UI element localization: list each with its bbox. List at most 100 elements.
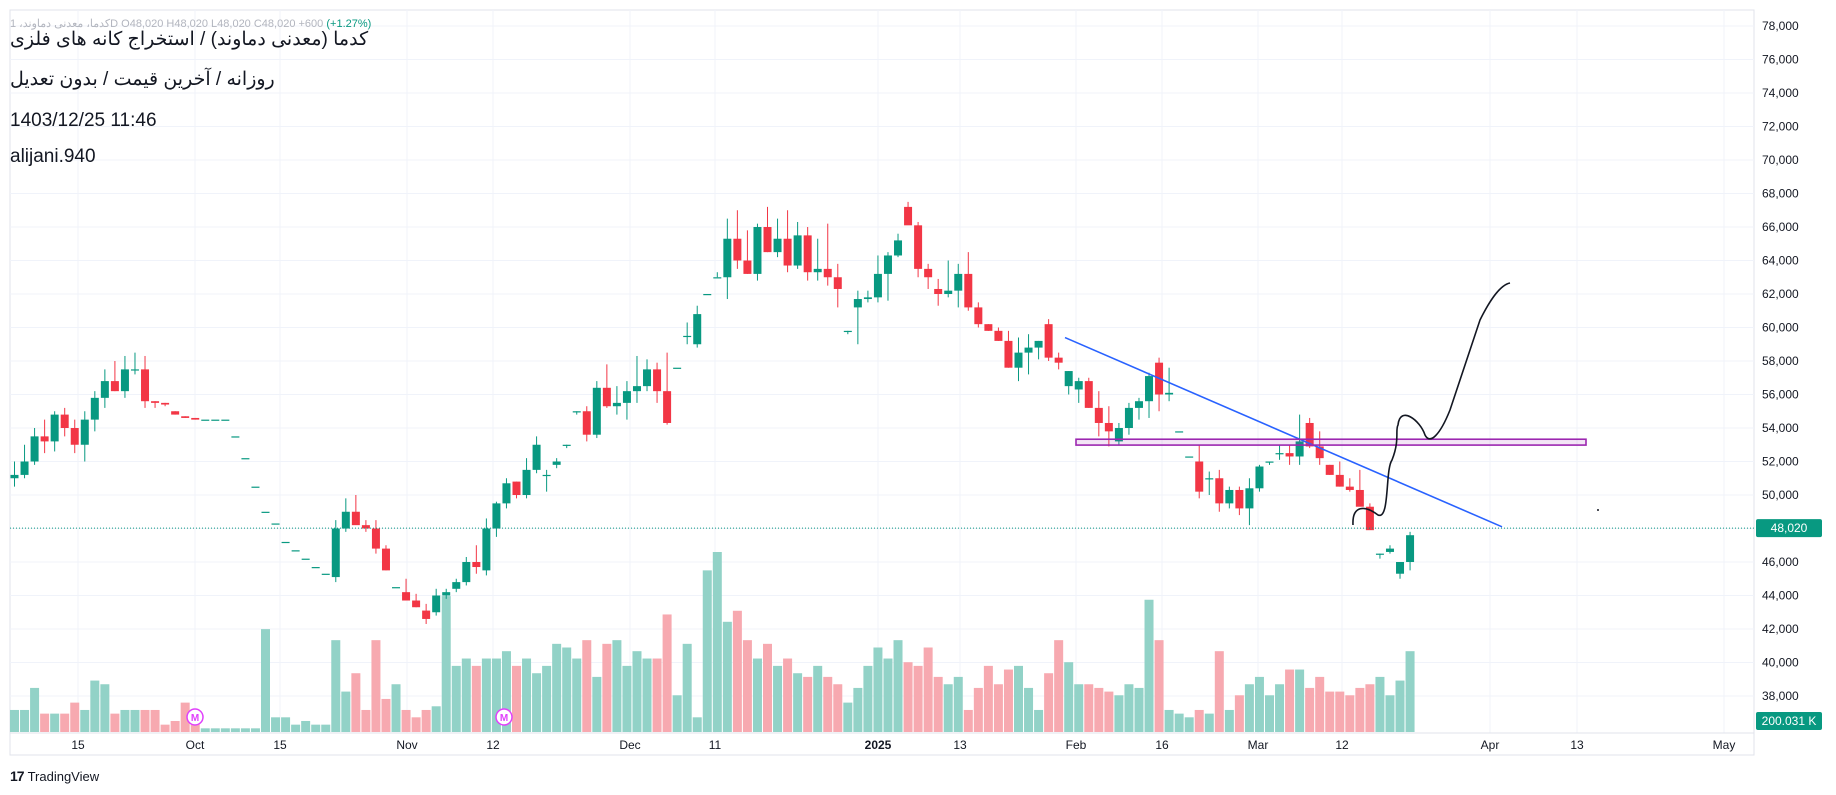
volume-bar <box>973 687 983 732</box>
candle-body <box>1275 453 1284 455</box>
volume-bar <box>1104 691 1114 732</box>
volume-bar <box>562 647 572 732</box>
volume-bar <box>572 658 582 732</box>
volume-bar <box>903 662 913 732</box>
volume-bar <box>763 643 772 732</box>
ohlc-change: (+1.27%) <box>326 18 372 30</box>
volume-bar <box>1174 713 1184 732</box>
candle-body <box>30 436 39 462</box>
dividend-marker-label: M <box>500 713 508 724</box>
x-tick-label: 15 <box>273 738 287 752</box>
candle-body <box>1315 446 1324 459</box>
candle-body <box>1034 340 1043 348</box>
x-tick-label: 15 <box>71 738 85 752</box>
candle-body <box>231 436 240 438</box>
candle-body <box>934 288 943 294</box>
x-tick-label: Mar <box>1248 738 1269 752</box>
volume-bar <box>933 676 943 732</box>
candle-body <box>522 469 531 495</box>
candle-body <box>1305 422 1314 447</box>
candle-body <box>783 238 792 266</box>
volume-bar <box>261 629 270 732</box>
candle-body <box>974 307 983 325</box>
volume-bar <box>331 640 341 732</box>
volume-bar <box>291 724 301 732</box>
candle-body <box>1406 535 1415 562</box>
volume-bar <box>1345 695 1355 732</box>
volume-bar <box>1074 684 1084 732</box>
candle-body <box>381 548 390 571</box>
candle-body <box>552 461 561 465</box>
chart-grid <box>9 9 1755 756</box>
candle-body <box>1255 466 1264 489</box>
volume-bar <box>642 658 652 732</box>
x-tick-label: 12 <box>486 738 500 752</box>
dividend-marker-icon <box>186 708 204 726</box>
volume-bar <box>712 552 722 732</box>
x-tick-label: Dec <box>619 738 640 752</box>
volume-bar <box>451 665 461 732</box>
candle-body <box>442 592 451 596</box>
volume-bar <box>793 673 803 732</box>
volume-bar <box>1114 695 1124 732</box>
candle-body <box>1385 548 1394 552</box>
volume-bar <box>1124 684 1134 732</box>
projection-path <box>1352 282 1511 526</box>
candle-body <box>1165 392 1174 395</box>
volume-bar <box>391 684 401 732</box>
candle-body <box>221 419 230 421</box>
volume-bar <box>30 687 40 732</box>
candle-body <box>291 550 300 552</box>
volume-bar <box>512 665 521 732</box>
volume-bar <box>1355 687 1365 732</box>
volume-bar <box>873 647 883 732</box>
chart-title: کدما (معدنی دماوند) / استخراج کانه های ف… <box>10 29 369 50</box>
candle-body <box>191 417 200 420</box>
candle-body <box>171 411 180 415</box>
volume-bar <box>100 684 110 732</box>
volume-bar <box>863 665 873 732</box>
candle-body <box>141 369 150 402</box>
volume-bar <box>481 658 491 732</box>
volume-bar <box>783 658 793 732</box>
y-tick-label: 70,000 <box>1762 153 1799 167</box>
volume-bar <box>20 709 30 732</box>
candle-body <box>1074 381 1083 390</box>
volume-bar <box>702 570 712 732</box>
candle-body <box>281 541 290 544</box>
volume-bar <box>843 702 853 732</box>
x-tick-label: 11 <box>709 738 722 752</box>
volume-bar <box>1385 695 1395 732</box>
candle-body <box>562 444 571 446</box>
ohlc-readout: کدما، معدنی دماوند، 1D O48,020 H48,020 L… <box>10 17 371 30</box>
candle-body <box>1285 453 1294 457</box>
volume-bar <box>983 665 993 732</box>
tradingview-brand[interactable]: 17 TradingView <box>10 768 99 784</box>
volume-bar <box>632 651 642 732</box>
candle-body <box>914 225 923 269</box>
candle-body <box>50 414 59 442</box>
volume-bar <box>140 709 150 732</box>
volume-bar <box>1305 687 1315 732</box>
volume-bar <box>1395 680 1405 732</box>
x-tick-label: Apr <box>1481 738 1500 752</box>
candle-body <box>863 297 872 300</box>
candle-body <box>462 562 471 583</box>
volume-bar <box>1375 676 1385 732</box>
candle-body <box>321 573 330 575</box>
x-tick-label: 13 <box>953 738 967 752</box>
axes: 78,000 76,000 74,000 72,000 70,000 68,000 66,0… <box>71 19 1822 752</box>
volume-bar <box>1034 709 1044 732</box>
candle-body <box>80 419 89 445</box>
candle-body <box>1345 486 1354 490</box>
candle-body <box>482 528 491 571</box>
volume-bar <box>612 640 622 732</box>
candle-body <box>823 268 832 278</box>
volume-bar <box>883 658 893 732</box>
volume-bar <box>953 676 963 732</box>
volume-bar <box>522 658 532 732</box>
candle-body <box>1265 461 1274 463</box>
volume-bar <box>1134 687 1144 732</box>
